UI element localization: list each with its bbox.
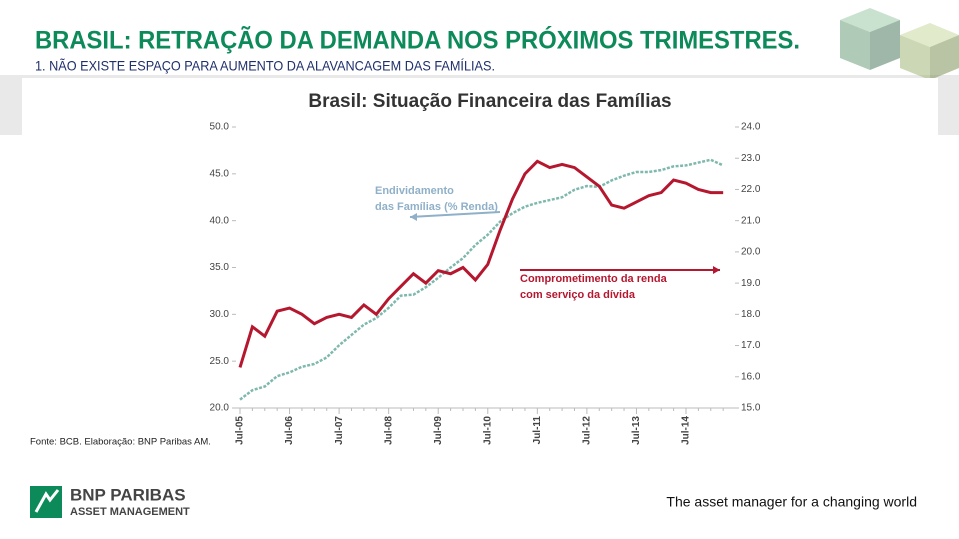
x-tick-label: Jul-10 [482,416,493,445]
y2-tick-label: 18.0 [741,309,761,320]
arrow-head [713,266,720,274]
annotation: das Famílias (% Renda) [375,201,498,213]
series-line [238,159,724,368]
y-tick-label: 40.0 [210,215,230,226]
y2-tick-label: 24.0 [741,122,761,133]
y-tick-label: 50.0 [210,122,230,133]
arrow-head [410,213,417,221]
slide-subtitle: 1. NÃO EXISTE ESPAÇO PARA AUMENTO DA ALA… [35,58,495,74]
y2-tick-label: 17.0 [741,340,761,351]
y-tick-label: 30.0 [210,309,230,320]
chart-title: Brasil: Situação Financeira das Famílias [308,91,671,112]
x-tick-label: Jul-06 [284,416,295,445]
y-tick-label: 45.0 [210,168,230,179]
y2-tick-label: 16.0 [741,371,761,382]
y2-tick-label: 22.0 [741,184,761,195]
source: Fonte: BCB. Elaboração: BNP Paribas AM. [30,437,211,448]
x-tick-label: Jul-14 [681,416,692,445]
chart-panel [22,78,938,452]
annotation: Endividamento [375,185,454,197]
logo-name: BNP PARIBAS [70,485,186,504]
x-tick-label: Jul-07 [334,416,345,445]
tagline: The asset manager for a changing world [666,494,917,510]
annotation: Comprometimento da renda [520,273,668,285]
x-tick-label: Jul-13 [631,416,642,445]
cubes [840,8,959,80]
slide-title: BRASIL: RETRAÇÃO DA DEMANDA NOS PRÓXIMOS… [35,25,800,55]
annotation: com serviço da dívida [520,289,636,301]
logo-stars [34,489,60,513]
x-tick-label: Jul-08 [383,416,394,445]
x-tick-label: Jul-11 [532,416,543,445]
annotation-arrow [409,211,501,218]
x-tick-label: Jul-12 [582,416,593,445]
y-tick-label: 25.0 [210,356,230,367]
y2-tick-label: 19.0 [741,278,761,289]
y2-tick-label: 15.0 [741,403,761,414]
y-tick-label: 20.0 [210,403,230,414]
x-tick-label: Jul-05 [235,416,246,445]
y2-tick-label: 23.0 [741,153,761,164]
y2-tick-label: 20.0 [741,247,761,258]
logo-sub: ASSET MANAGEMENT [70,506,190,518]
x-tick-label: Jul-09 [433,416,444,445]
y-tick-label: 35.0 [210,262,230,273]
series-line [239,158,724,401]
y2-tick-label: 21.0 [741,215,761,226]
